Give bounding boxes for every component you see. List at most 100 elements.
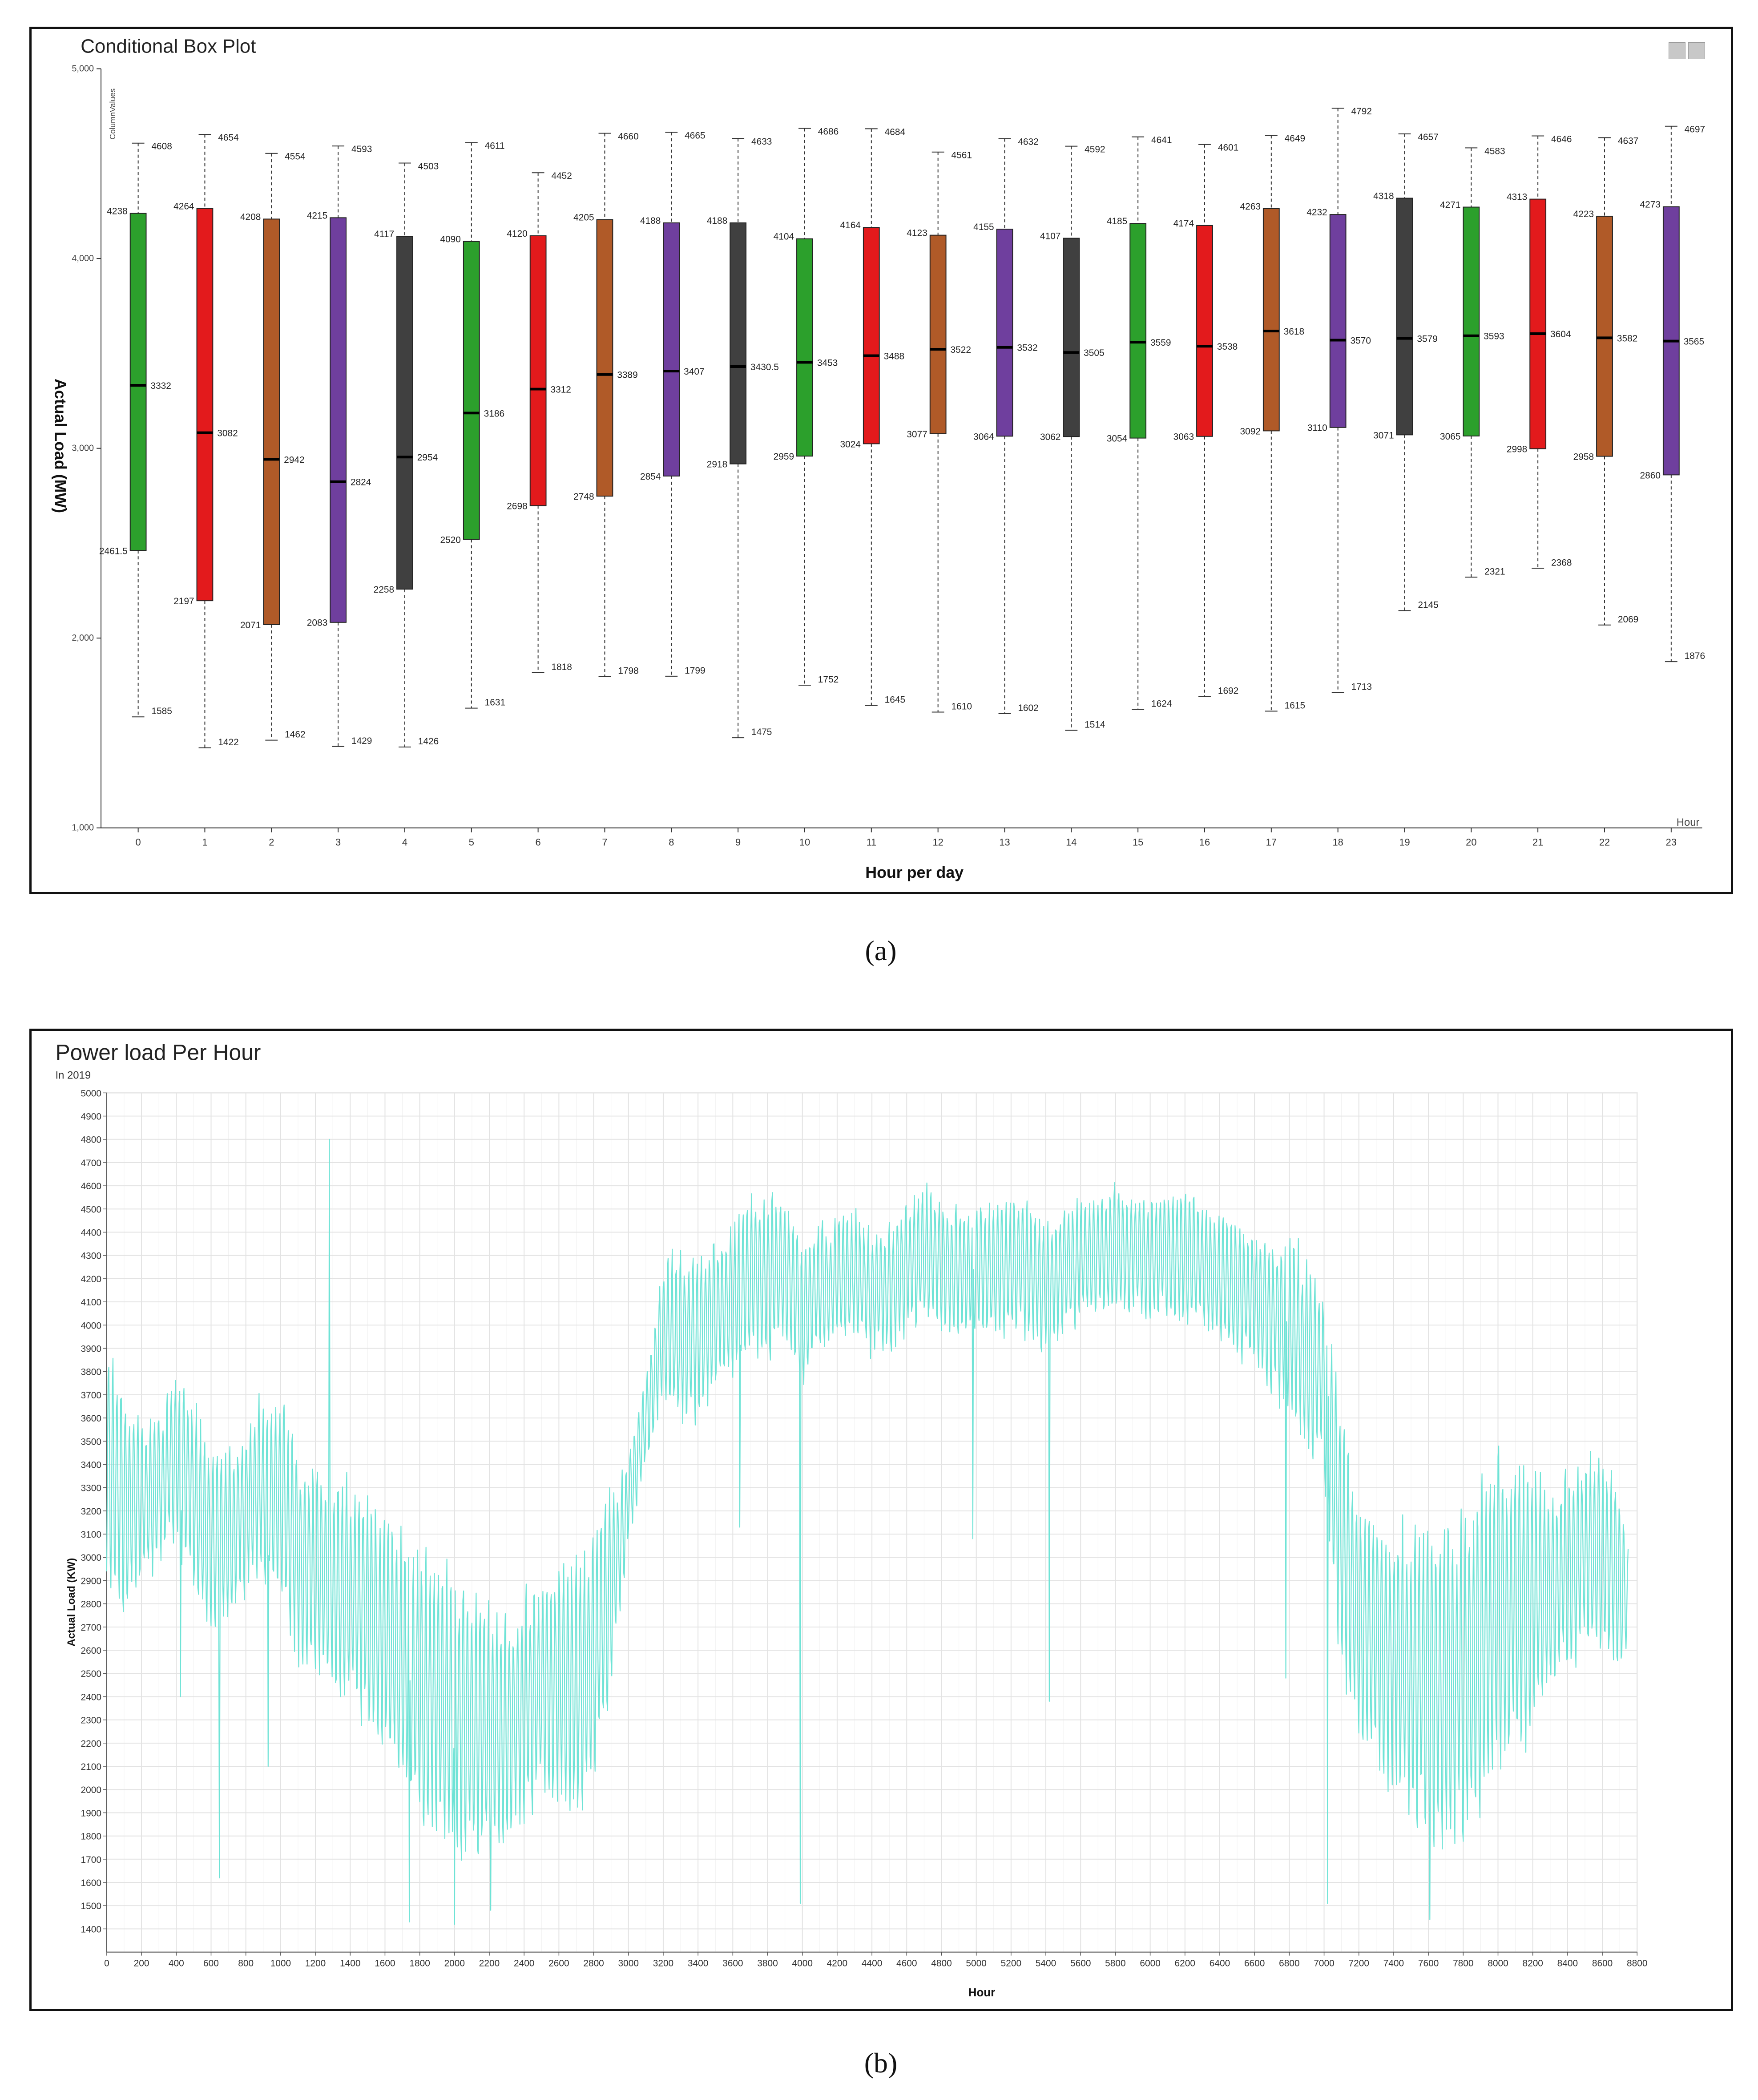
box <box>263 218 280 625</box>
q1-label: 2698 <box>507 501 527 511</box>
whisker-high-label: 4641 <box>1151 135 1172 145</box>
whisker-low-label: 2321 <box>1484 566 1505 577</box>
whisker-low-label: 1799 <box>685 666 705 676</box>
q1-label: 2918 <box>707 460 727 470</box>
x-tick-label: 21 <box>1532 837 1543 848</box>
x-tick-label: 7200 <box>1349 1958 1369 1968</box>
whisker-low-label: 1615 <box>1285 700 1305 711</box>
q1-label: 2958 <box>1573 452 1594 462</box>
y-tick-label: 2500 <box>81 1669 101 1679</box>
x-tick-label: 2 <box>269 837 274 848</box>
menu-icon[interactable] <box>1688 42 1705 59</box>
chart-title: Power load Per Hour <box>55 1040 261 1065</box>
x-tick-label: 2800 <box>583 1958 604 1968</box>
y-tick-label: 4800 <box>81 1135 101 1145</box>
x-tick-label: 6 <box>536 837 541 848</box>
median-label: 3579 <box>1417 334 1437 344</box>
whisker-high-label: 4561 <box>951 150 972 161</box>
x-tick-label: 6000 <box>1140 1958 1160 1968</box>
median-label: 3312 <box>550 385 571 395</box>
median-label: 2954 <box>417 452 438 463</box>
median-label: 3453 <box>817 358 838 368</box>
expand-icon[interactable] <box>1669 42 1685 59</box>
whisker-low-label: 2145 <box>1418 600 1438 610</box>
whisker-low-label: 1798 <box>618 666 638 676</box>
x-tick-label: 17 <box>1266 837 1277 848</box>
whisker-high-label: 4646 <box>1551 134 1572 144</box>
x-tick-label: 15 <box>1133 837 1143 848</box>
y-tick-label: 1500 <box>81 1901 101 1911</box>
q1-label: 3077 <box>907 429 927 440</box>
x-tick-label: 18 <box>1332 837 1343 848</box>
q1-label: 2748 <box>573 492 594 502</box>
x-tick-label: 7 <box>602 837 607 848</box>
q1-label: 3064 <box>973 432 994 442</box>
box <box>330 217 347 623</box>
x-tick-label: 400 <box>169 1958 184 1968</box>
y-tick-label: 3000 <box>81 1553 101 1563</box>
whisker-high-label: 4452 <box>551 171 572 181</box>
q3-label: 4107 <box>1040 231 1060 241</box>
whisker-high-label: 4660 <box>618 131 638 141</box>
y-tick-label: 5000 <box>81 1088 101 1098</box>
whisker-low-label: 1624 <box>1151 699 1172 709</box>
median-label: 3565 <box>1684 337 1704 347</box>
box <box>929 234 947 434</box>
median-label: 3332 <box>150 381 171 391</box>
whisker-high-label: 4649 <box>1285 133 1305 144</box>
q3-label: 4223 <box>1573 209 1594 219</box>
x-tick-label: 3200 <box>653 1958 673 1968</box>
q3-label: 4238 <box>107 206 127 217</box>
x-tick-label: 19 <box>1399 837 1410 848</box>
whisker-high-label: 4654 <box>218 133 238 143</box>
whisker-high-label: 4611 <box>485 141 505 151</box>
x-tick-label: 8000 <box>1488 1958 1508 1968</box>
median-label: 3593 <box>1484 331 1504 342</box>
q3-label: 4185 <box>1107 216 1127 226</box>
whisker-low-label: 1422 <box>218 737 238 747</box>
q1-label: 2071 <box>240 620 261 630</box>
whisker-high-label: 4657 <box>1418 132 1438 142</box>
whisker-low-label: 1752 <box>818 674 839 685</box>
box <box>663 222 680 477</box>
q3-label: 4273 <box>1640 200 1661 210</box>
y-tick-label: 3200 <box>81 1506 101 1517</box>
y-tick-label: 3400 <box>81 1460 101 1470</box>
x-tick-label: 9 <box>735 837 741 848</box>
y-tick-label: 4100 <box>81 1297 101 1308</box>
box <box>1262 208 1280 432</box>
whisker-high-label: 4601 <box>1218 143 1238 153</box>
x-tick-label: 5400 <box>1036 1958 1056 1968</box>
line-chart-svg: Power load Per Hour In 2019 Actual Load … <box>55 1040 1647 1999</box>
q3-label: 4263 <box>1240 202 1260 212</box>
q3-label: 4205 <box>573 213 594 223</box>
median-label: 3430.5 <box>750 362 779 372</box>
q3-label: 4155 <box>973 222 994 232</box>
x-tick-label: 8200 <box>1522 1958 1543 1968</box>
y-tick-label: 4,000 <box>72 254 94 263</box>
whisker-low-label: 1426 <box>418 736 439 747</box>
median-label: 3505 <box>1084 348 1104 358</box>
x-tick-label: 8 <box>669 837 674 848</box>
x-tick-label: 7000 <box>1314 1958 1334 1968</box>
y-tick-label: 3,000 <box>72 444 94 453</box>
whisker-low-label: 2069 <box>1618 614 1638 625</box>
box <box>1196 225 1213 437</box>
box <box>196 208 214 602</box>
whisker-high-label: 4608 <box>151 141 172 152</box>
y-tick-label: 2400 <box>81 1692 101 1702</box>
whisker-low-label: 1876 <box>1685 651 1705 661</box>
q3-label: 4174 <box>1173 218 1194 229</box>
y-tick-label: 1800 <box>81 1832 101 1842</box>
y-tick-label: 2300 <box>81 1716 101 1726</box>
box <box>529 235 547 506</box>
q3-label: 4271 <box>1440 200 1460 210</box>
q1-label: 3024 <box>840 439 860 449</box>
x-tick-label: 3000 <box>618 1958 639 1968</box>
x-tick-label: 23 <box>1666 837 1677 848</box>
whisker-high-label: 4633 <box>751 137 772 147</box>
median-label: 3389 <box>617 370 637 380</box>
caption-a: (a) <box>865 935 897 966</box>
box <box>1129 223 1147 439</box>
x-tick-label: 5 <box>469 837 474 848</box>
